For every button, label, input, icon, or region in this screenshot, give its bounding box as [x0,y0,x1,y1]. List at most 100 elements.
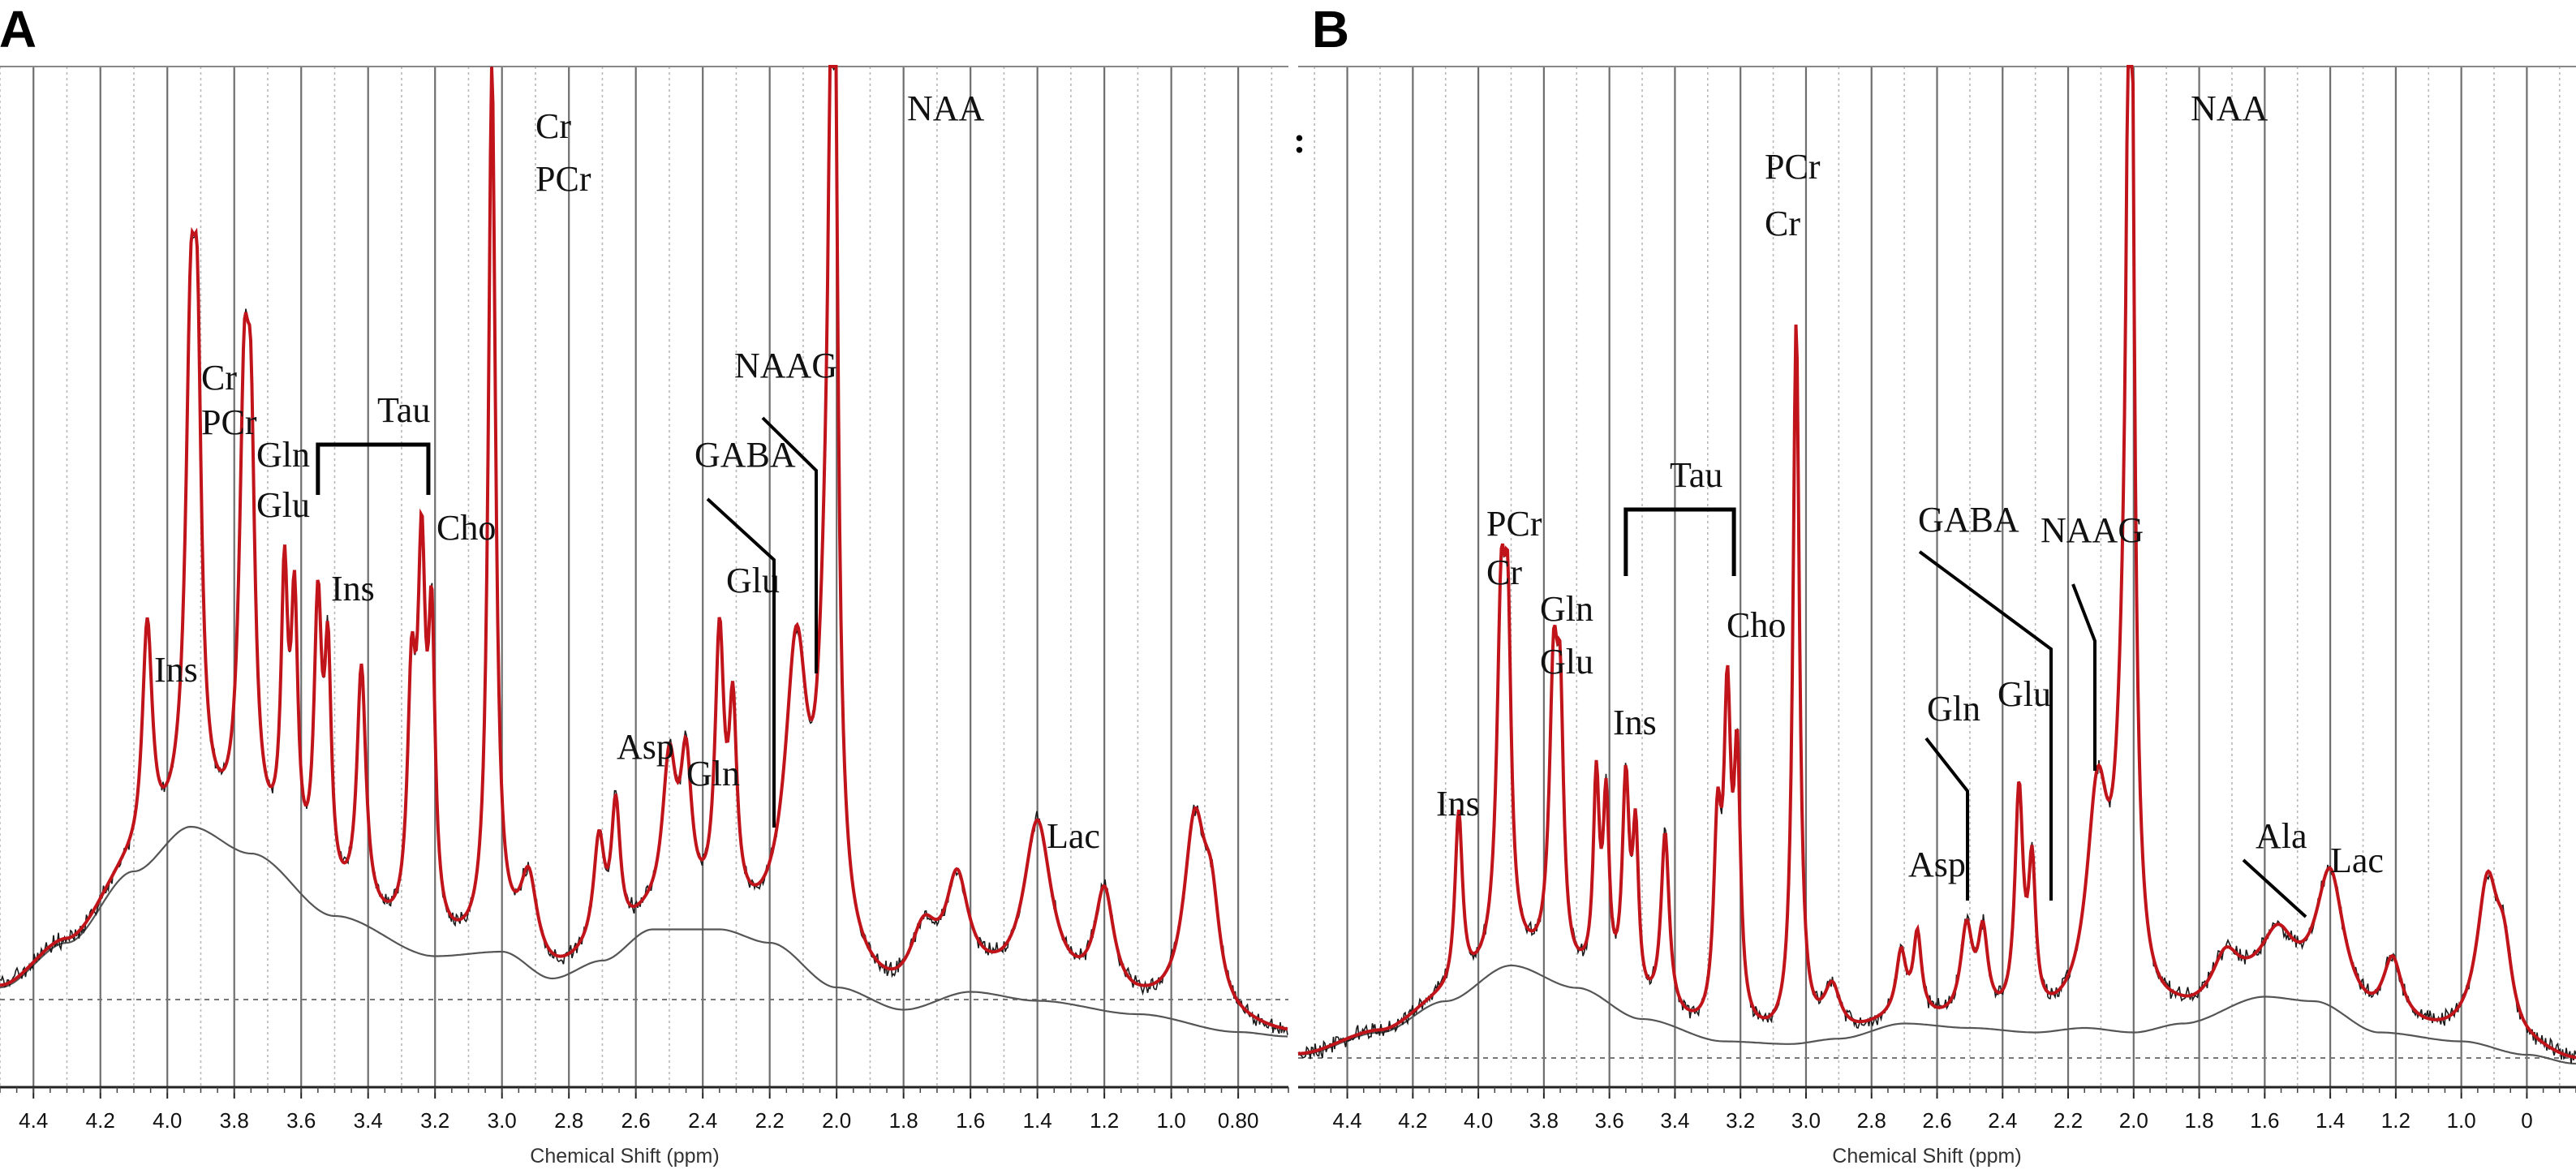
x-tick-label: 1.6 [2250,1108,2279,1133]
x-tick-label: 4.2 [1398,1108,1427,1133]
peak-label: Gln [256,435,310,475]
annotation-ins-a1: Ins [154,650,198,690]
peak-label-second-line: Glu [1540,642,1593,682]
annotation-cr-pcr-a2: Cr PCr [535,106,591,199]
annotation-asp-a: Asp [617,727,674,767]
fitted-spectrum [0,65,1288,1031]
annotation-ins-a2: Ins [331,569,375,609]
baseline-curve [0,825,1288,1038]
peak-label: Ins [1613,703,1657,742]
x-tick-label: 2.6 [621,1108,651,1133]
x-tick-label: 3.0 [488,1108,517,1133]
peak-label: Ala [2256,816,2307,856]
x-tick-label: 3.8 [1529,1108,1559,1133]
callout-line [1918,550,2053,901]
x-tick-label: 2.4 [1988,1108,2017,1133]
peak-label: PCr [1765,147,1821,187]
annotation-asp-b: Asp [1908,845,1966,884]
peak-label: Glu [726,561,780,600]
peak-label: NAAG [2041,510,2144,550]
panel-b: 4.4 4.2 4.0 3.8 3.6 3.4 3.2 3.0 2.8 2.6 2.4 2.2 2.0 1… [1293,0,2576,1168]
raw-spectrum [0,65,1288,1035]
annotation-glu-b: Glu [1998,674,2051,714]
x-tick-label: 4.4 [1332,1108,1361,1133]
tau-bracket [1623,507,1736,576]
x-tick-label: 2.8 [554,1108,583,1133]
x-ticks: 4.4 4.2 4.0 3.8 3.6 3.4 3.2 3.0 2.8 2.6 2.4 2.2 2.0 1… [1314,1087,2576,1133]
x-tick-label: 2.4 [688,1108,717,1133]
peak-label: Tau [1670,455,1722,495]
x-ticks: 4.4 4.2 4.0 3.8 3.6 3.4 3.2 3.0 2.8 2.6 2.4 2.2 2.0 1… [0,1087,1289,1133]
annotation-ins-b2: Ins [1613,703,1657,742]
peak-label: Lac [1047,816,1100,856]
x-tick-label: 3.4 [354,1108,383,1133]
peak-label: NAA [907,88,985,128]
x-axis-label: Chemical Shift (ppm) [530,1145,719,1168]
peak-label: Cho [1727,605,1786,645]
x-tick-label: 1.2 [2381,1108,2410,1133]
baseline-curve [1297,964,2576,1065]
peak-label: Gln [1540,589,1593,629]
peak-label: Asp [617,727,674,767]
annotation-ins-b1: Ins [1436,784,1480,824]
annotation-gaba-b: GABA [1918,500,2053,901]
peak-label: NAA [2191,88,2269,128]
annotation-pcr-cr-b1: PCr Cr [1486,504,1542,592]
x-tick-label: 2.6 [1922,1108,1951,1133]
annotation-gln-glu-a: Gln Glu [256,435,310,525]
x-tick-label: 3.6 [1595,1108,1624,1133]
annotation-gln-b: Gln [1924,689,1980,901]
x-tick-label: 0.80 [1218,1108,1259,1133]
callout-line [1924,737,1969,901]
x-tick-label: 2.0 [822,1108,851,1133]
tau-bracket [316,442,431,495]
x-tick-label: 3.6 [286,1108,316,1133]
x-tick-label: 4.0 [1464,1108,1493,1133]
annotation-pcr-cr-b2: PCr Cr [1765,147,1821,243]
peak-label: Glu [1998,674,2051,714]
x-tick-label: 0 [2521,1108,2532,1133]
peak-label-second-line: PCr [201,402,257,442]
fitted-spectrum [1297,65,2576,1060]
peak-label-second-line: Cr [1765,204,1800,243]
peak-label: Lac [2330,841,2384,880]
stray-mark: : [1293,119,1305,161]
peak-label: Ins [331,569,375,609]
peak-label: Cr [535,106,571,146]
callout-line [761,416,818,673]
x-tick-label: 3.8 [220,1108,249,1133]
peak-label: GABA [1918,500,2019,540]
x-tick-label: 1.8 [889,1108,918,1133]
annotations: Ins PCr Cr Gln Glu Ins Tau Cho PCr Cr Asp Gln Glu GAB… [1436,88,2384,918]
annotation-cho-b: Cho [1727,605,1786,645]
x-tick-label: 3.4 [1660,1108,1689,1133]
grid [1314,67,2561,1087]
callout-line [2071,583,2096,771]
x-axis-label: Chemical Shift (ppm) [1832,1145,2021,1168]
peak-label: Tau [377,390,430,430]
panel-a: 4.4 4.2 4.0 3.8 3.6 3.4 3.2 3.0 2.8 2.6 2.4 2.2 2.0 1… [0,0,1289,1168]
panel-letter: B [1312,0,1349,58]
x-tick-label: 1.4 [1023,1108,1052,1133]
peak-label-second-line: PCr [535,159,591,199]
peak-label-second-line: Cr [1486,553,1522,592]
x-tick-label: 3.2 [420,1108,449,1133]
x-tick-label: 3.0 [1791,1108,1821,1133]
peak-label: Ins [1436,784,1480,824]
peak-label: Cr [201,358,237,398]
callout-line [706,497,776,828]
x-tick-label: 2.2 [755,1108,785,1133]
x-tick-label: 4.0 [153,1108,182,1133]
annotation-glu-a: Glu [726,561,780,600]
peak-label: Gln [1927,689,1980,729]
panel-letter: A [0,0,37,58]
annotation-gln-glu-b: Gln Glu [1540,589,1593,682]
annotations: InsCrPCrGlnGluInsTauChoCrPCrAspGlnGluGAB… [154,88,1100,856]
x-tick-label: 4.4 [19,1108,48,1133]
annotation-lac-b: Lac [2330,841,2384,880]
grid [0,67,1273,1087]
peak-label-second-line: Glu [256,485,310,525]
annotation-gaba-a: GABA [695,435,796,828]
